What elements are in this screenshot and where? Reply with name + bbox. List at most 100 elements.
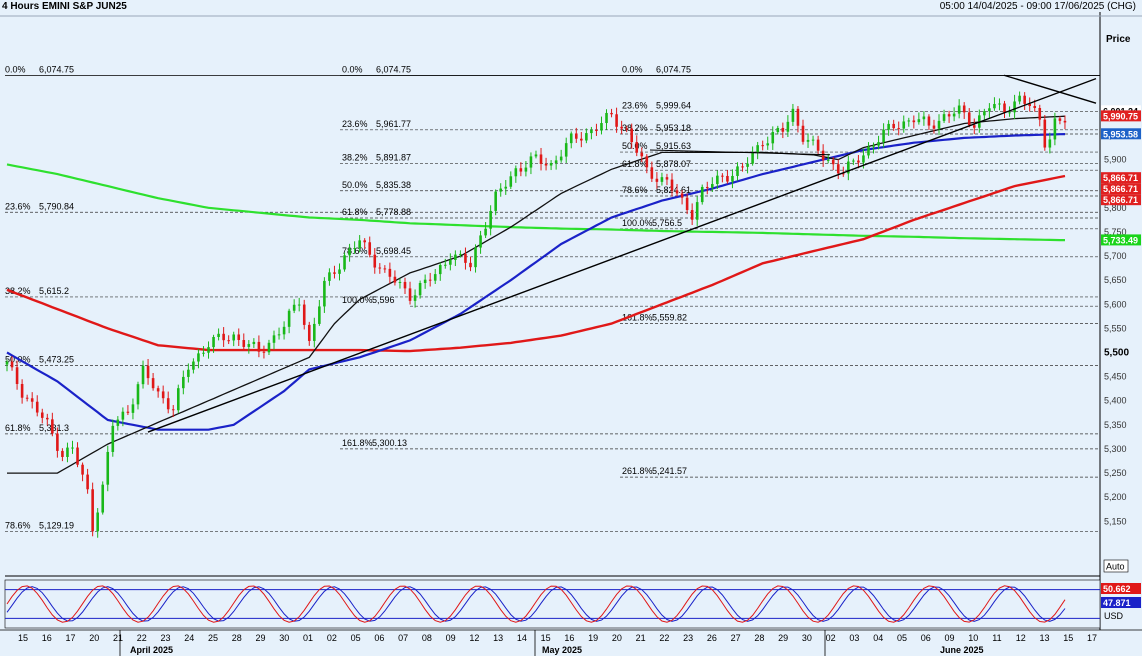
date-tick-label: 26 — [707, 633, 717, 643]
candle — [847, 156, 850, 181]
candle — [952, 107, 956, 122]
candle-body — [459, 253, 462, 255]
time-axis[interactable]: 15 16 17 20 21 22 23 24 25 28 29 30 01 02 05 06 07 08 09 12… — [0, 629, 1142, 656]
price-tick-label: 5,250 — [1104, 468, 1127, 478]
candle-body — [10, 361, 14, 368]
candle-body — [877, 142, 880, 146]
candle-body — [645, 156, 649, 168]
candle — [166, 391, 170, 414]
date-tick-label: 02 — [826, 633, 836, 643]
candle-body — [353, 248, 356, 250]
candle — [751, 146, 754, 166]
candle-body — [605, 112, 608, 124]
candle-body — [232, 334, 236, 341]
candle — [302, 299, 306, 330]
fib-percent-label: 161.8% — [622, 313, 653, 323]
candle — [388, 262, 392, 284]
candle-body — [1028, 103, 1031, 107]
date-tick-label: 13 — [1039, 633, 1049, 643]
date-tick-label: 13 — [493, 633, 503, 643]
candle-body — [1058, 118, 1062, 121]
candle — [15, 360, 19, 390]
fib-value-label: 6,074.75 — [656, 64, 691, 74]
candle-body — [101, 484, 105, 513]
candle-body — [46, 417, 49, 420]
candle-body — [464, 253, 467, 263]
candle — [433, 268, 437, 284]
price-tick-label: 5,900 — [1104, 155, 1127, 165]
candle-body — [685, 197, 689, 211]
price-axis[interactable]: Price 5,150 5,200 5,250 5,300 5,350 5,400 5,450… — [1101, 34, 1141, 621]
rising-trendline — [147, 77, 1097, 433]
date-tick-label: 12 — [1016, 633, 1026, 643]
candle-body — [922, 116, 926, 120]
candle — [348, 243, 351, 262]
fib-value-label: 6,074.75 — [39, 64, 74, 74]
candle-body — [590, 129, 593, 134]
date-tick-label: 12 — [469, 633, 479, 643]
candle-body — [318, 306, 321, 324]
candle — [917, 112, 921, 125]
price-tick-label: 5,400 — [1104, 396, 1127, 406]
candle-body — [484, 228, 487, 236]
date-tick-label: 04 — [873, 633, 883, 643]
fib-value-label: 5,615.2 — [39, 286, 69, 296]
candle-body — [388, 268, 392, 277]
candle — [393, 270, 397, 286]
candle — [716, 170, 719, 190]
candle — [529, 152, 533, 175]
date-tick-label: 09 — [944, 633, 954, 643]
candle — [368, 236, 372, 258]
candle — [474, 244, 477, 273]
candle — [161, 385, 165, 404]
candle — [136, 381, 140, 410]
candle-body — [141, 365, 145, 385]
candle — [398, 278, 402, 289]
fib-percent-label: 50.0% — [342, 180, 368, 190]
candle-body — [161, 391, 165, 399]
date-tick-label: 02 — [327, 633, 337, 643]
candle — [877, 135, 880, 150]
candle-body — [847, 161, 850, 174]
date-tick-label: 27 — [731, 633, 741, 643]
candle — [242, 333, 246, 350]
date-tick-label: 29 — [256, 633, 266, 643]
candle — [66, 442, 69, 463]
candle — [10, 356, 14, 371]
candle — [423, 274, 427, 289]
candle-body — [952, 113, 956, 117]
candle — [675, 184, 679, 197]
candle — [595, 123, 598, 136]
fib-percent-label: 61.8% — [5, 423, 31, 433]
candle — [610, 108, 613, 118]
candle — [454, 250, 457, 267]
candle — [1003, 100, 1006, 119]
date-tick-label: 11 — [992, 633, 1001, 643]
fib-value-label: 5,999.64 — [656, 101, 691, 111]
candle — [821, 144, 825, 167]
candle — [323, 277, 326, 313]
candle — [574, 127, 578, 143]
candle-body — [766, 143, 770, 146]
candle-body — [116, 419, 120, 426]
candle-body — [408, 288, 412, 301]
candle-body — [20, 384, 24, 398]
candle-body — [277, 334, 281, 336]
candle-body — [287, 310, 291, 327]
candle-body — [957, 105, 961, 114]
candle-body — [363, 240, 366, 243]
candle — [202, 346, 205, 357]
candle — [534, 150, 538, 159]
date-tick-label: 28 — [232, 633, 242, 643]
candle — [51, 412, 54, 437]
fib-percent-label: 50.0% — [622, 141, 648, 151]
candle-body — [252, 341, 256, 345]
candle — [600, 116, 603, 135]
fib-percent-label: 38.2% — [5, 286, 31, 296]
candle — [338, 263, 341, 281]
candle — [605, 109, 608, 130]
candle — [307, 321, 311, 346]
black-moving-average — [7, 115, 1066, 474]
candle-body — [806, 139, 810, 142]
currency-label: USD — [1104, 611, 1124, 621]
